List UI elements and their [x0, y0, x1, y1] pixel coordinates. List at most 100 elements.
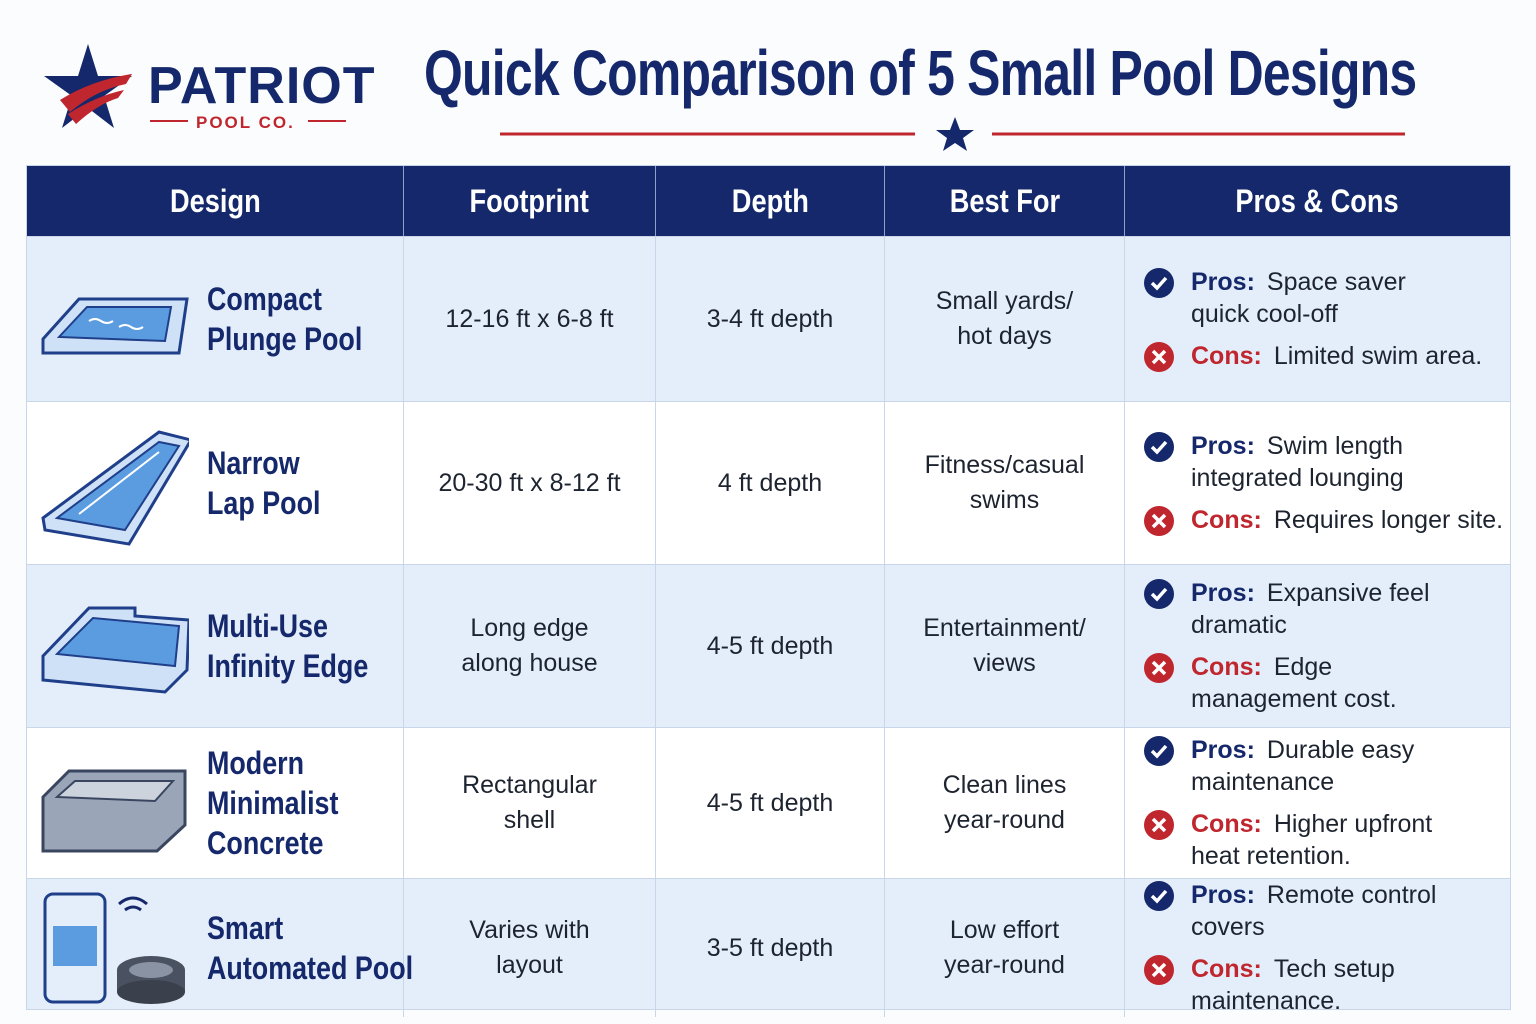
cons-text-line: Cons: Higher upfront — [1191, 808, 1432, 840]
pros-text: Remote control — [1266, 881, 1437, 909]
pros-cons-cell: Pros: Remote control covers Cons: Tech setup… — [1124, 879, 1510, 1017]
pros-text: Durable easy — [1266, 736, 1415, 764]
best-for-line: year-round — [944, 951, 1065, 979]
design-line: Compact — [207, 281, 323, 317]
design-cell: Compact Plunge Pool — [27, 237, 403, 401]
con-icon — [1144, 341, 1174, 372]
depth: 3-5 ft depth — [706, 933, 834, 962]
depth: 4-5 ft depth — [706, 788, 834, 817]
con-icon — [1144, 810, 1174, 840]
pros-cons-cell: Pros: Space saver quick cool-off Cons: Limit… — [1124, 237, 1510, 401]
pool-icon — [41, 769, 187, 853]
design-line: Concrete — [207, 825, 324, 861]
pros-label: Pros: — [1191, 881, 1255, 909]
logo-name: PATRIOT — [148, 57, 376, 115]
cons-text: Requires longer site. — [1273, 505, 1504, 534]
header-text: Best For — [949, 182, 1060, 219]
cons-line: Cons: Edge management cost. — [1143, 651, 1397, 715]
footprint-line: shell — [503, 806, 556, 834]
cons-line: Cons: Tech setup maintenance. — [1143, 953, 1395, 1017]
pros-text-line: quick cool-off — [1191, 298, 1406, 330]
pro-icon — [1144, 736, 1174, 766]
header-cell: Depth — [655, 166, 884, 236]
cons-text-line: Cons: Requires longer site. — [1191, 504, 1503, 536]
pros-text-line: Pros: Swim length — [1191, 430, 1404, 462]
cons-label: Cons: — [1191, 810, 1262, 838]
pros-text-line: dramatic — [1191, 609, 1430, 641]
footprint-line: 20-30 ft x 8-12 ft — [438, 468, 621, 497]
best-for-line: swims — [969, 486, 1040, 514]
cons-text: Tech setup — [1273, 955, 1395, 983]
pros-text: covers — [1191, 913, 1265, 941]
design-cell: Multi-Use Infinity Edge — [27, 565, 403, 727]
cons-text: Edge — [1273, 653, 1333, 681]
design-line: Automated Pool — [207, 950, 414, 986]
pros-label: Pros: — [1191, 267, 1255, 296]
title-rule — [500, 117, 1405, 151]
cons-text: Cons: Higher upfront heat retention. — [1191, 808, 1432, 872]
best-for-line: year-round — [944, 806, 1065, 834]
title: Quick Comparison of 5 Small Pool Designs — [424, 37, 1417, 109]
depth-cell: 4-5 ft depth — [655, 565, 884, 727]
footprint-line: Rectangular — [462, 771, 597, 799]
pros-text: Expansive feel — [1266, 579, 1430, 607]
depth-cell: 3-4 ft depth — [655, 237, 884, 401]
design-line: Infinity Edge — [207, 648, 369, 684]
pros-text: dramatic — [1191, 611, 1287, 639]
cons-text: Limited swim area. — [1273, 341, 1483, 370]
pros-text-line: integrated lounging — [1191, 462, 1404, 494]
depth-cell: 3-5 ft depth — [655, 879, 884, 1017]
pros-text: Pros: Durable easy maintenance — [1191, 734, 1414, 798]
cons-text-line: Cons: Limited swim area. — [1191, 340, 1482, 372]
pros-line: Pros: Space saver quick cool-off — [1143, 266, 1406, 330]
footprint-cell: Varies with layout — [403, 879, 655, 1017]
pros-label: Pros: — [1191, 736, 1255, 764]
header-cell: Design — [27, 166, 403, 236]
footprint-line: Varies with — [469, 916, 590, 944]
design-line: Minimalist — [207, 785, 339, 821]
cons-text: Cons: Requires longer site. — [1191, 504, 1503, 536]
pros-text: Swim length — [1266, 431, 1404, 460]
header-text: Design — [169, 182, 261, 219]
cons-text: Higher upfront — [1273, 810, 1433, 838]
best-for-line: Entertainment/ — [923, 614, 1086, 642]
header-cell: Footprint — [403, 166, 655, 236]
pros-cons-cell: Pros: Expansive feel dramatic Cons: Edge mana… — [1124, 565, 1510, 727]
footprint-cell: 20-30 ft x 8-12 ft — [403, 402, 655, 564]
cons-label: Cons: — [1191, 955, 1262, 983]
pros-label: Pros: — [1191, 579, 1255, 607]
cons-line: Cons: Limited swim area. — [1143, 340, 1482, 373]
best-for-line: Low effort — [949, 916, 1060, 944]
pros-line: Pros: Swim length integrated lounging — [1143, 430, 1404, 494]
design-line: Modern — [207, 745, 305, 781]
pro-icon — [1144, 267, 1174, 298]
design-line: Plunge Pool — [207, 321, 363, 357]
pros-cons-cell: Pros: Durable easy maintenance Cons: Higher … — [1124, 728, 1510, 878]
con-icon — [1144, 653, 1174, 683]
footprint-line: Long edge — [470, 614, 589, 642]
table-row: Modern Minimalist Concrete Rectangular shell… — [27, 727, 1510, 878]
pro-icon — [1144, 431, 1174, 462]
cons-label: Cons: — [1191, 341, 1262, 370]
best-for-cell: Clean lines year-round — [884, 728, 1124, 878]
logo-rule — [150, 120, 346, 122]
cons-line: Cons: Higher upfront heat retention. — [1143, 808, 1432, 872]
design-name: Multi-Use Infinity Edge — [207, 606, 368, 686]
design-line: Narrow — [207, 445, 300, 481]
footprint-line: layout — [496, 951, 563, 979]
design-cell: Smart Automated Pool — [27, 879, 413, 1017]
pool-icon — [41, 606, 189, 694]
design-name: Smart Automated Pool — [207, 908, 413, 988]
cons-label: Cons: — [1191, 653, 1262, 681]
footprint-line: 12-16 ft x 6-8 ft — [445, 304, 614, 333]
pros-text: maintenance — [1191, 768, 1335, 796]
design-name: Compact Plunge Pool — [207, 279, 362, 359]
depth-cell: 4 ft depth — [655, 402, 884, 564]
table-row: Compact Plunge Pool 12-16 ft x 6-8 ft 3-4 f… — [27, 236, 1510, 401]
footprint-cell: Long edge along house — [403, 565, 655, 727]
header-cell: Best For — [884, 166, 1124, 236]
cons-label: Cons: — [1191, 505, 1262, 534]
pros-text: integrated lounging — [1191, 463, 1404, 492]
header-text: Depth — [731, 182, 809, 219]
cons-text: management cost. — [1191, 685, 1397, 713]
